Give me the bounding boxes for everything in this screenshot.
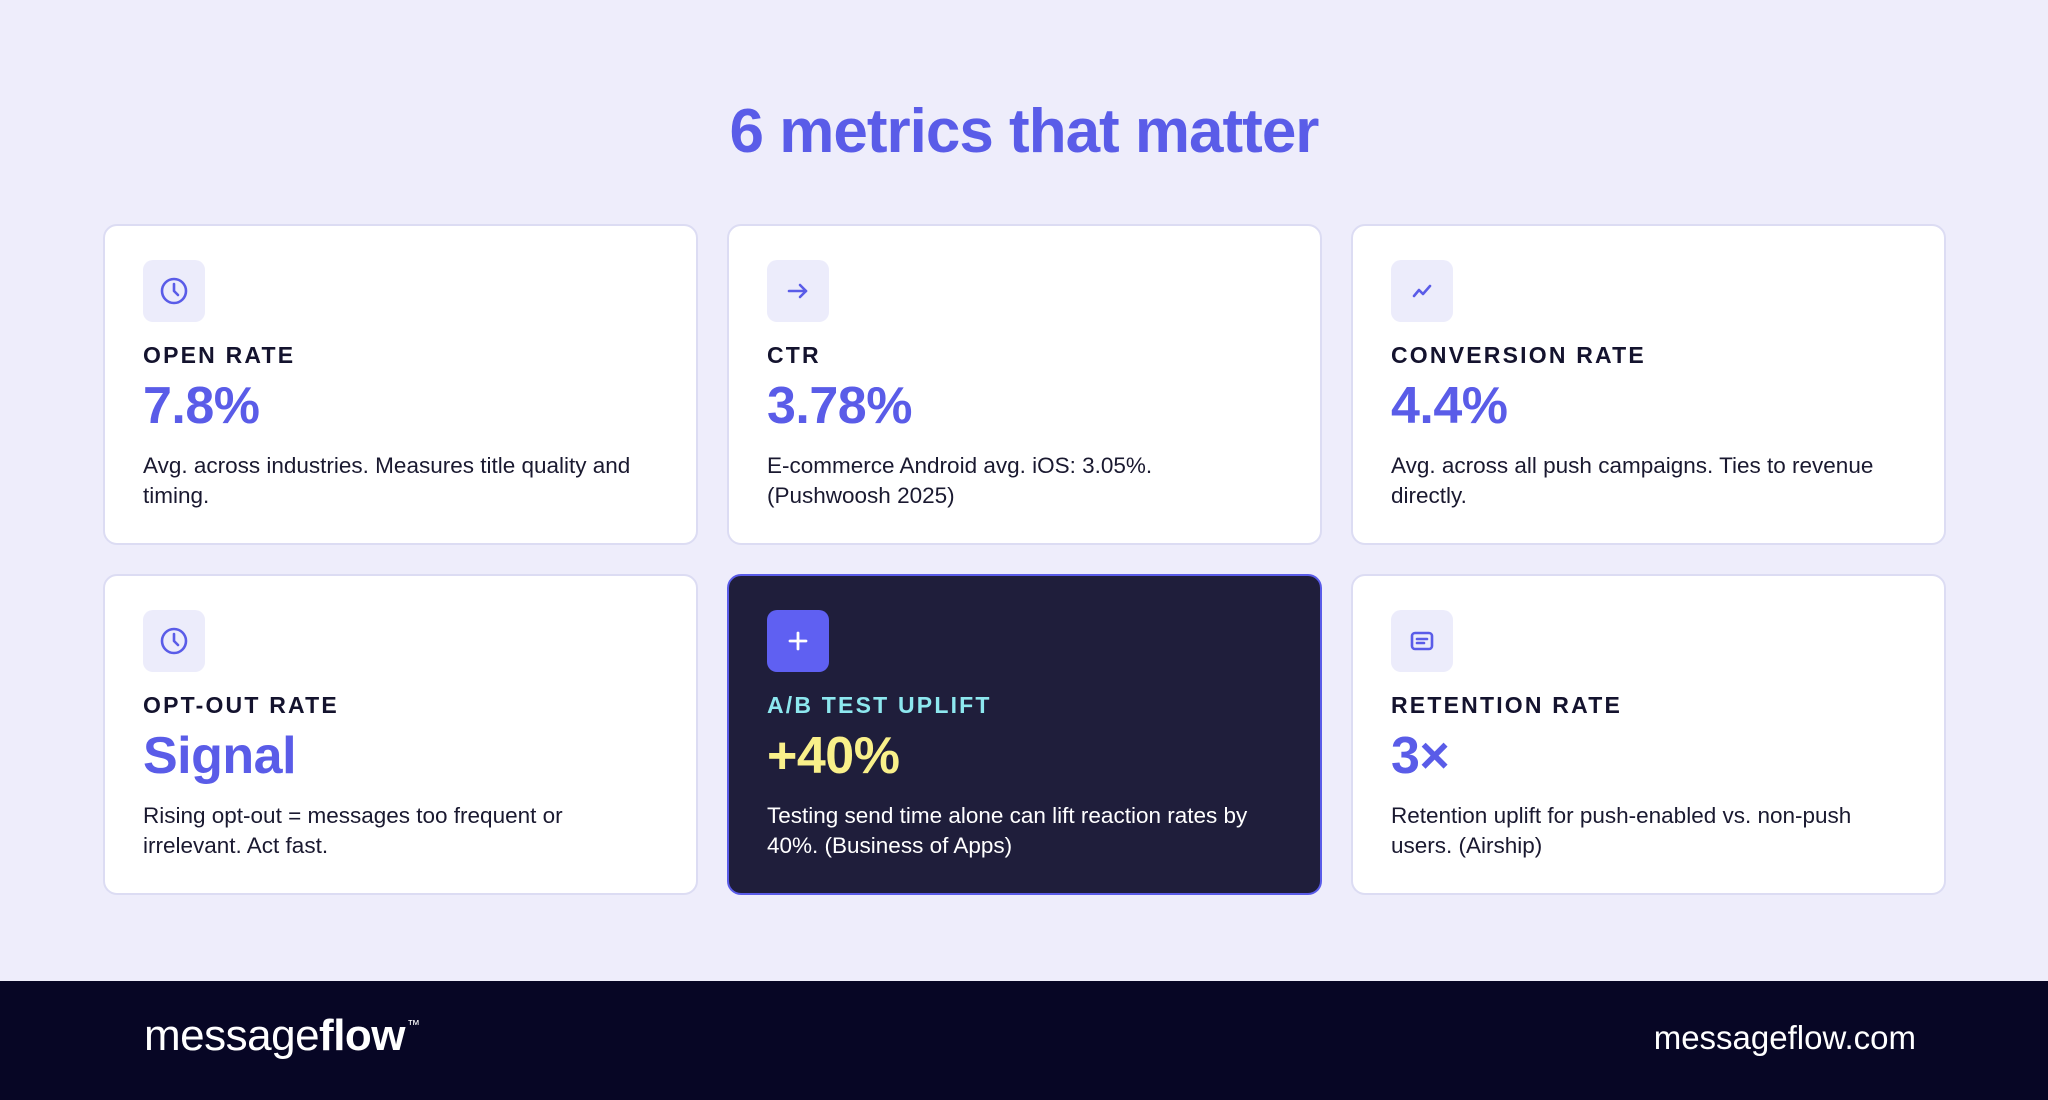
- metric-value: 3.78%: [767, 377, 912, 435]
- metric-description: E-commerce Android avg. iOS: 3.05%. (Pus…: [767, 452, 1153, 509]
- plus-icon: [767, 610, 829, 672]
- metric-value: 7.8%: [143, 377, 260, 435]
- metric-label: RETENTION RATE: [1391, 692, 1622, 718]
- footer: messageflow ™ messageflow.com: [0, 981, 2048, 1100]
- metric-card-retention-rate: RETENTION RATE 3× Retention uplift for p…: [1351, 574, 1946, 895]
- metric-value: 3×: [1391, 727, 1450, 785]
- metric-card-conversion-rate: CONVERSION RATE 4.4% Avg. across all pus…: [1351, 224, 1946, 545]
- metric-description: Avg. across industries. Measures title q…: [143, 452, 631, 509]
- website-link[interactable]: messageflow.com: [1653, 1019, 1916, 1056]
- page-title: 6 metrics that matter: [729, 97, 1320, 166]
- metrics-grid: OPEN RATE 7.8% Avg. across industries. M…: [103, 224, 1946, 895]
- metric-label: CTR: [767, 342, 821, 368]
- metric-label: OPEN RATE: [143, 342, 296, 368]
- metric-value: 4.4%: [1391, 377, 1508, 435]
- messageflow-logo: messageflow ™: [144, 1011, 420, 1061]
- metric-label: A/B TEST UPLIFT: [767, 692, 992, 718]
- metric-card-ab-test-uplift: A/B TEST UPLIFT +40% Testing send time a…: [727, 574, 1322, 895]
- metric-label: OPT-OUT RATE: [143, 692, 339, 718]
- metric-description: Rising opt-out = messages too frequent o…: [143, 802, 563, 859]
- clock-icon: [143, 260, 205, 322]
- metric-label: CONVERSION RATE: [1391, 342, 1646, 368]
- logo-trademark: ™: [407, 1017, 420, 1032]
- metric-card-opt-out-rate: OPT-OUT RATE Signal Rising opt-out = mes…: [103, 574, 698, 895]
- logo-text-bold: flow: [319, 1011, 406, 1060]
- clock-icon: [143, 610, 205, 672]
- metric-value: +40%: [767, 727, 900, 785]
- arrow-right-icon: [767, 260, 829, 322]
- trend-up-icon: [1391, 260, 1453, 322]
- metric-card-open-rate: OPEN RATE 7.8% Avg. across industries. M…: [103, 224, 698, 545]
- metric-description: Retention uplift for push-enabled vs. no…: [1391, 802, 1852, 859]
- metric-description: Avg. across all push campaigns. Ties to …: [1391, 452, 1874, 509]
- message-icon: [1391, 610, 1453, 672]
- metric-value: Signal: [143, 727, 297, 785]
- logo-text-light: message: [144, 1011, 320, 1060]
- metric-card-ctr: CTR 3.78% E-commerce Android avg. iOS: 3…: [727, 224, 1322, 545]
- metric-description: Testing send time alone can lift reactio…: [767, 802, 1248, 859]
